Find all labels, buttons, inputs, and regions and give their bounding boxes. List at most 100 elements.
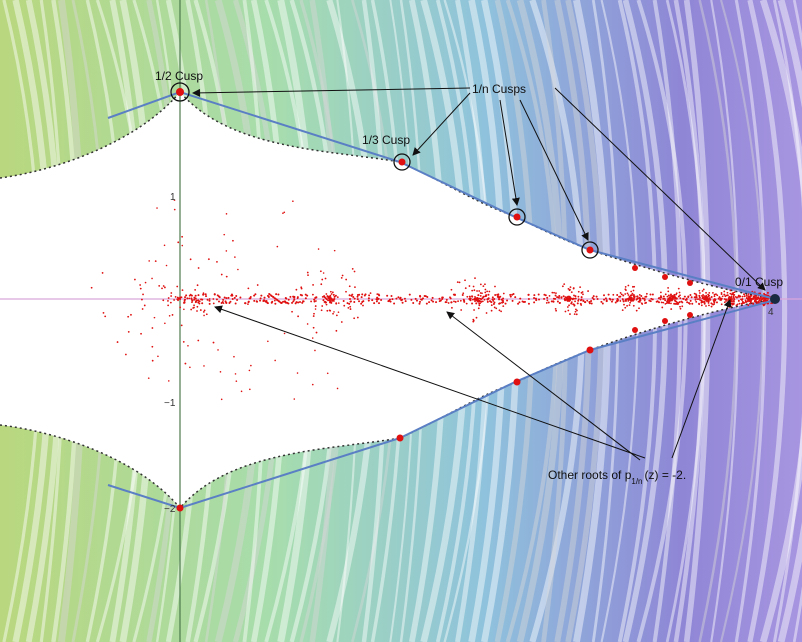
root xyxy=(494,285,496,288)
root xyxy=(708,304,710,307)
root xyxy=(705,299,708,302)
root xyxy=(574,297,577,300)
root xyxy=(561,285,564,288)
root xyxy=(127,315,130,318)
root xyxy=(728,306,731,308)
root xyxy=(349,308,352,310)
root xyxy=(311,383,314,386)
root xyxy=(188,297,191,300)
root xyxy=(167,297,170,299)
root xyxy=(329,300,332,302)
root xyxy=(661,306,664,309)
root xyxy=(336,387,339,390)
root xyxy=(619,300,622,302)
root xyxy=(573,304,576,307)
root xyxy=(337,302,340,304)
root xyxy=(347,306,350,309)
root xyxy=(476,300,479,303)
root xyxy=(735,304,738,307)
root xyxy=(342,300,345,303)
root xyxy=(193,298,196,301)
root xyxy=(729,296,732,299)
root xyxy=(721,295,724,298)
root xyxy=(400,299,403,302)
root xyxy=(189,258,192,261)
root xyxy=(425,302,428,305)
root xyxy=(628,304,631,306)
root xyxy=(584,301,587,304)
root xyxy=(141,298,143,301)
root xyxy=(247,300,250,303)
white-region xyxy=(0,92,775,508)
root xyxy=(478,290,481,292)
root xyxy=(301,301,304,304)
root xyxy=(631,292,634,295)
root xyxy=(662,297,665,300)
root xyxy=(353,270,356,273)
root xyxy=(199,309,202,311)
root xyxy=(333,297,336,300)
root xyxy=(574,295,577,298)
root xyxy=(313,298,316,301)
root xyxy=(387,300,390,303)
root xyxy=(430,299,433,302)
root xyxy=(299,293,302,296)
root xyxy=(574,308,577,311)
root xyxy=(479,283,482,286)
root xyxy=(695,300,698,303)
root xyxy=(564,310,567,313)
root xyxy=(685,298,688,301)
root xyxy=(766,297,769,300)
root xyxy=(236,298,239,301)
root xyxy=(182,340,185,343)
root xyxy=(473,289,476,292)
cusp-points xyxy=(176,88,693,512)
root xyxy=(217,295,220,298)
root xyxy=(732,296,735,299)
root xyxy=(289,295,292,298)
root xyxy=(696,298,699,300)
root xyxy=(706,298,709,301)
root xyxy=(548,295,551,297)
root xyxy=(638,307,640,310)
root xyxy=(625,298,628,301)
root xyxy=(275,293,278,296)
root xyxy=(556,300,559,303)
root xyxy=(282,300,285,303)
root xyxy=(588,300,591,303)
root xyxy=(764,299,767,302)
root xyxy=(579,286,582,289)
root xyxy=(324,301,327,304)
root xyxy=(158,284,161,287)
root xyxy=(174,295,177,298)
root xyxy=(743,293,746,296)
root xyxy=(760,298,763,301)
root xyxy=(504,302,507,305)
root xyxy=(414,297,417,300)
root xyxy=(313,300,316,303)
root xyxy=(554,294,557,297)
root xyxy=(675,297,678,300)
axis-label: 1 xyxy=(170,192,176,203)
root xyxy=(311,337,314,339)
root xyxy=(287,298,290,301)
root xyxy=(660,301,663,304)
root xyxy=(169,301,172,304)
root xyxy=(144,281,147,284)
root xyxy=(194,297,197,300)
root xyxy=(484,283,486,286)
root xyxy=(331,291,334,294)
root xyxy=(484,291,487,294)
third-cusp-label: 1/3 Cusp xyxy=(362,133,410,147)
root xyxy=(568,304,570,307)
root xyxy=(667,287,669,289)
root xyxy=(162,299,165,302)
root xyxy=(353,297,356,300)
root xyxy=(678,291,681,294)
root xyxy=(343,304,346,307)
root xyxy=(390,294,393,297)
root xyxy=(472,285,475,288)
root xyxy=(477,294,480,297)
root xyxy=(669,299,672,302)
root xyxy=(573,313,576,316)
